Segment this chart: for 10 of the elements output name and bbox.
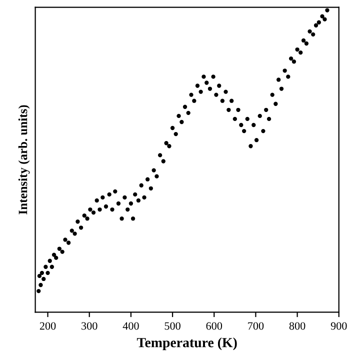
x-axis-title: Temperature (K) xyxy=(136,338,237,350)
x-tick-label: 400 xyxy=(122,322,139,330)
x-tick-label: 800 xyxy=(289,322,306,330)
x-tick-label: 600 xyxy=(206,322,222,330)
x-tick-label: 900 xyxy=(330,322,347,330)
x-tick-label: 200 xyxy=(40,322,56,330)
x-tick-label: 300 xyxy=(82,322,98,330)
x-tick-label: 500 xyxy=(164,322,180,330)
x-tick-label: 700 xyxy=(248,322,264,330)
y-axis-title: Intensity (arb. units) xyxy=(18,105,30,214)
